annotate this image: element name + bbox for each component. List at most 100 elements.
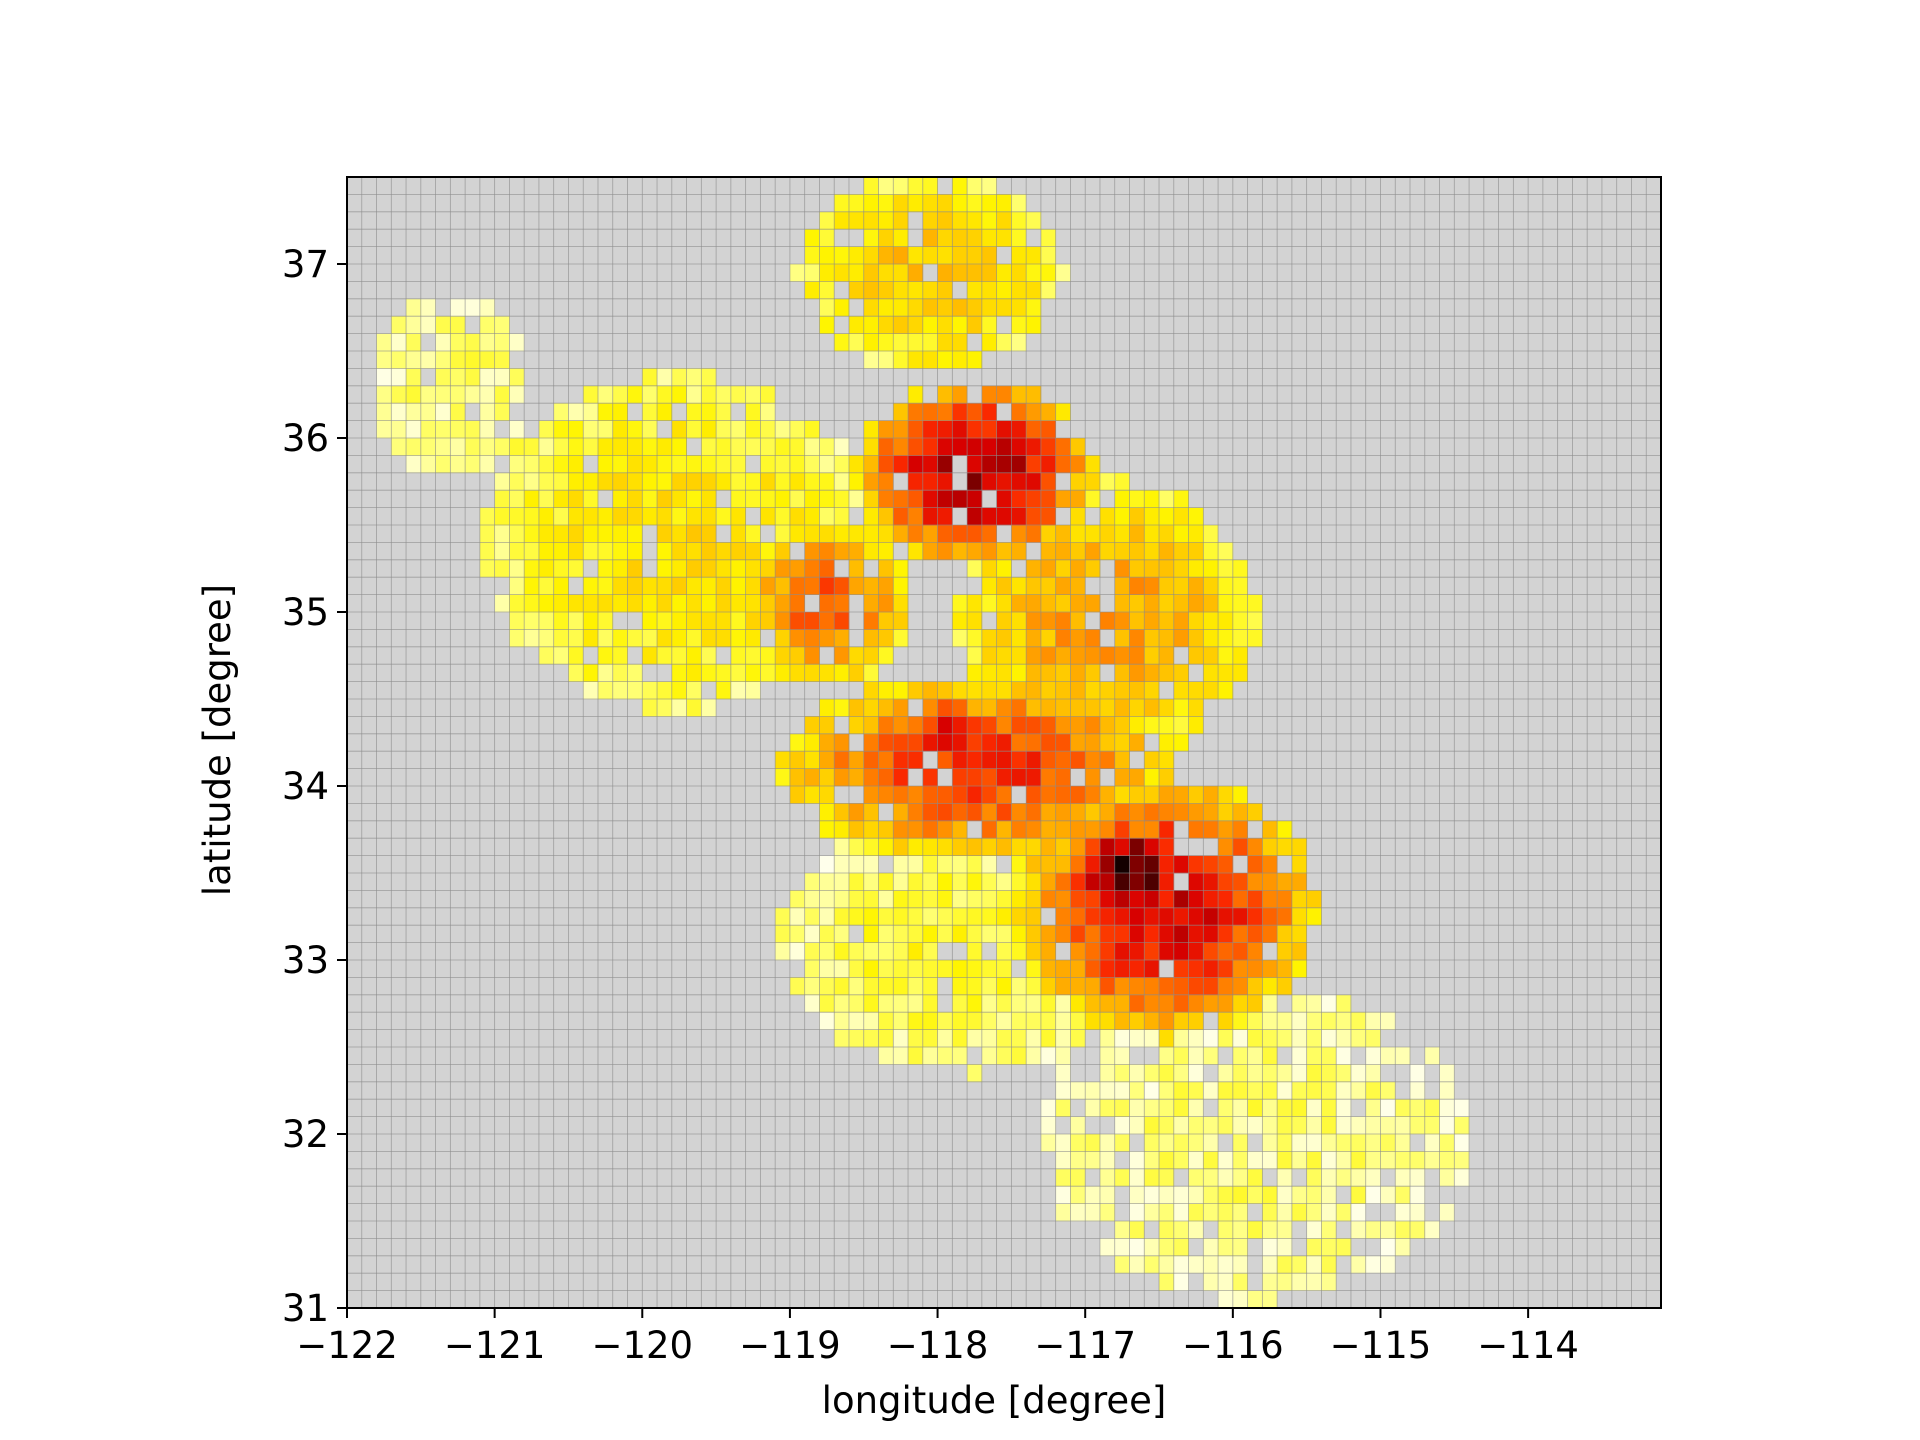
heatmap-cell (819, 577, 835, 595)
heatmap-cell (922, 768, 938, 787)
heatmap-cell (1070, 1134, 1086, 1152)
heatmap-cell (1424, 1221, 1440, 1239)
heatmap-cell (937, 385, 953, 404)
heatmap-cell (996, 420, 1012, 439)
heatmap-cell (760, 420, 776, 439)
heatmap-cell (1291, 1081, 1307, 1100)
heatmap-cell (908, 733, 924, 752)
heatmap-cell (937, 420, 953, 439)
heatmap-cell (1203, 1168, 1219, 1187)
heatmap-cell (745, 385, 761, 404)
heatmap-cell (671, 525, 687, 543)
heatmap-cell (1262, 838, 1278, 856)
heatmap-cell (863, 699, 879, 717)
heatmap-cell (834, 925, 850, 943)
heatmap-cell (1159, 664, 1175, 682)
heatmap-cell (967, 960, 983, 978)
heatmap-cell (494, 333, 510, 352)
heatmap-cell (834, 525, 850, 543)
heatmap-cell (686, 699, 702, 717)
y-tick-label: 35 (282, 591, 329, 634)
heatmap-cell (716, 455, 732, 474)
heatmap-cell (686, 559, 702, 578)
heatmap-cell (627, 629, 643, 648)
heatmap-cell (952, 298, 968, 317)
heatmap-cell (1099, 1081, 1116, 1100)
heatmap-cell (967, 490, 983, 508)
heatmap-cell (745, 577, 761, 595)
heatmap-cell (981, 455, 997, 474)
heatmap-cell (1055, 977, 1071, 996)
heatmap-cell (1085, 559, 1101, 578)
heatmap-cell (1321, 1186, 1337, 1204)
heatmap-cell (1011, 855, 1027, 874)
heatmap-cell (1247, 1116, 1263, 1135)
heatmap-cell (686, 664, 702, 682)
heatmap-cell (848, 716, 865, 735)
heatmap-cell (878, 960, 894, 978)
heatmap-cell (1380, 1012, 1396, 1030)
heatmap-cell (1099, 1238, 1116, 1257)
heatmap-cell (819, 960, 835, 978)
heatmap-cell (745, 438, 761, 456)
heatmap-cell (1218, 1168, 1234, 1187)
heatmap-cell (922, 942, 938, 961)
heatmap-cell (1055, 855, 1071, 874)
heatmap-cell (952, 890, 968, 909)
heatmap-cell (465, 455, 481, 474)
heatmap-cell (967, 229, 983, 247)
heatmap-cell (730, 612, 746, 630)
heatmap-cell (1129, 646, 1145, 665)
axes-frame (346, 176, 1662, 1309)
heatmap-cell (1291, 960, 1307, 978)
heatmap-cell (908, 942, 924, 961)
heatmap-cell (1040, 1012, 1056, 1030)
heatmap-cell (908, 194, 924, 213)
heatmap-cell (1203, 1255, 1219, 1274)
heatmap-cell (893, 907, 909, 926)
heatmap-cell (1070, 681, 1086, 700)
heatmap-cell (1232, 786, 1248, 804)
heatmap-cell (1203, 681, 1219, 700)
heatmap-cell (1291, 907, 1307, 926)
heatmap-cell (1114, 664, 1130, 682)
heatmap-cell (996, 942, 1012, 961)
heatmap-cell (1129, 1221, 1145, 1239)
heatmap-cell (1336, 1168, 1352, 1187)
heatmap-cell (716, 472, 732, 491)
heatmap-cell (1395, 1238, 1411, 1257)
heatmap-cell (730, 525, 746, 543)
heatmap-cell (1173, 629, 1189, 648)
heatmap-cell (1070, 559, 1086, 578)
heatmap-cell (1232, 664, 1248, 682)
heatmap-cell (863, 420, 879, 439)
heatmap-cell (952, 1047, 968, 1065)
heatmap-cell (967, 646, 983, 665)
heatmap-cell (1188, 786, 1204, 804)
heatmap-cell (1232, 890, 1248, 909)
heatmap-cell (1439, 1203, 1455, 1222)
heatmap-cell (878, 716, 894, 735)
heatmap-cell (1026, 629, 1042, 648)
heatmap-cell (1129, 716, 1145, 735)
heatmap-cell (642, 368, 658, 387)
heatmap-cell (996, 298, 1012, 317)
heatmap-cell (967, 925, 983, 943)
heatmap-cell (863, 994, 879, 1013)
heatmap-cell (1099, 681, 1116, 700)
heatmap-cell (730, 420, 746, 439)
heatmap-cell (1026, 211, 1042, 230)
heatmap-cell (627, 681, 643, 700)
heatmap-cell (789, 490, 805, 508)
heatmap-cell (1232, 1116, 1248, 1135)
heatmap-cell (1070, 1029, 1086, 1048)
heatmap-cell (775, 646, 791, 665)
heatmap-cell (1188, 1012, 1204, 1030)
heatmap-cell (1306, 1081, 1322, 1100)
heatmap-cell (908, 1012, 924, 1030)
heatmap-cell (1011, 733, 1027, 752)
heatmap-cell (878, 977, 894, 996)
heatmap-cell (1306, 1047, 1322, 1065)
heatmap-cell (981, 786, 997, 804)
heatmap-cell (834, 594, 850, 613)
